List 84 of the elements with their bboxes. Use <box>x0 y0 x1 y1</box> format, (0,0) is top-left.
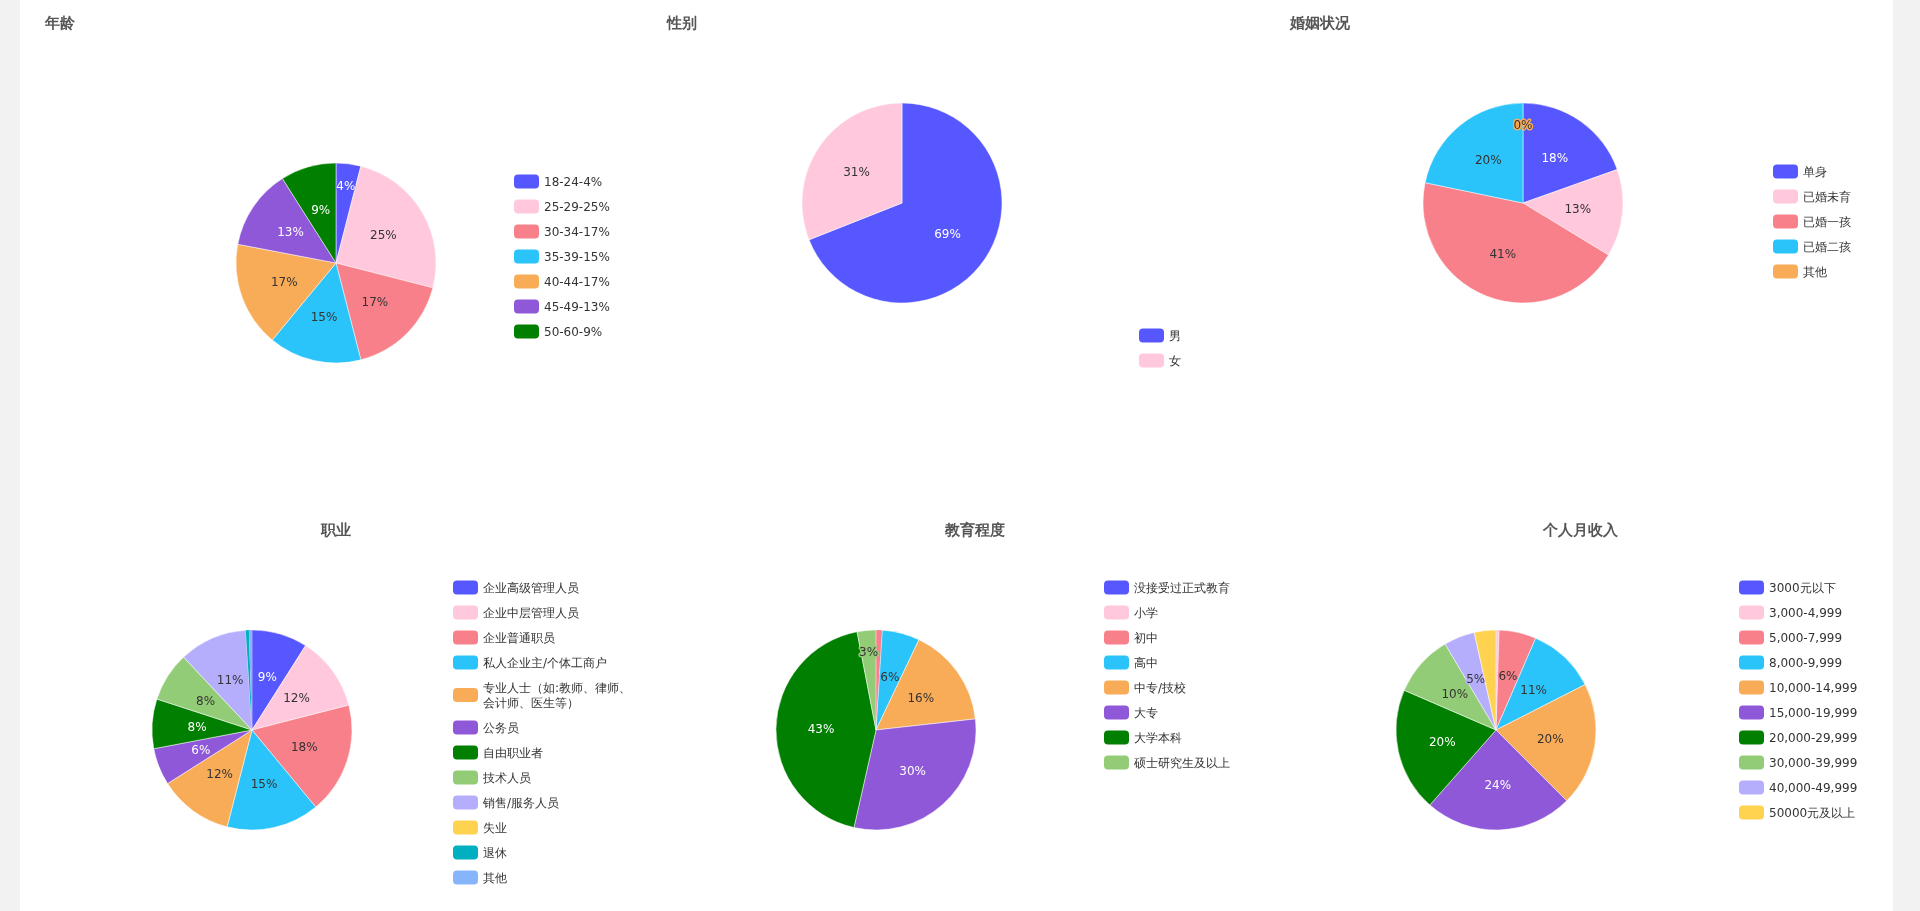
data-label: 9% <box>257 670 277 685</box>
data-label: 11% <box>216 672 244 687</box>
legend-label: 8,000-9,999 <box>1769 655 1843 670</box>
data-label: 20% <box>1428 735 1456 749</box>
text: 性别 <box>666 14 697 32</box>
text: 年龄 <box>44 14 76 32</box>
data-label: 5% <box>1466 671 1486 686</box>
data-label: 8% <box>196 693 216 708</box>
legend-label: 单身 <box>1803 164 1827 179</box>
data-label: 16% <box>907 691 935 706</box>
legend-label: 企业中层管理人员 <box>483 605 579 620</box>
legend-label: 企业高级管理人员 <box>483 580 579 595</box>
data-label: 18% <box>290 740 318 754</box>
legend-label: 没接受过正式教育 <box>1134 580 1230 595</box>
legend-label: 40,000-49,999 <box>1769 780 1858 795</box>
legend-label: 销售/服务人员 <box>482 795 560 810</box>
legend-label: 小学 <box>1134 605 1158 620</box>
data-label: 9% <box>311 203 331 218</box>
legend-label: 公务员 <box>483 720 519 735</box>
legend-label: 男 <box>1169 328 1181 343</box>
data-label: 25% <box>370 228 397 242</box>
text: 0% <box>1513 118 1533 132</box>
chart-title: 职业 <box>320 521 351 539</box>
legend-label: 50-60-9% <box>544 324 603 339</box>
data-label: 20% <box>1474 153 1502 168</box>
data-label: 6% <box>880 669 900 684</box>
data-label: 43% <box>807 722 835 737</box>
legend-label: 25-29-25% <box>544 199 610 214</box>
legend-label: 退休 <box>483 845 507 860</box>
legend-label: 高中 <box>1134 655 1158 670</box>
data-label: 8% <box>187 719 207 734</box>
data-label: 12% <box>206 767 234 782</box>
legend-label: 自由职业者 <box>483 745 543 760</box>
legend-label: 已婚未育 <box>1803 189 1851 204</box>
data-label: 6% <box>1498 669 1518 684</box>
legend-label: 已婚二孩 <box>1803 239 1851 254</box>
legend-label: 30,000-39,999 <box>1769 755 1858 770</box>
legend-label: 已婚一孩 <box>1803 214 1851 229</box>
data-label: 69% <box>934 226 961 241</box>
legend-label: 45-49-13% <box>544 299 610 314</box>
legend-label: 40-44-17% <box>544 274 610 289</box>
legend-label: 20,000-29,999 <box>1769 730 1858 745</box>
legend-label: 30-34-17% <box>544 224 610 239</box>
legend-label: 大专 <box>1134 705 1158 720</box>
data-label: 4% <box>336 178 356 193</box>
data-label: 24% <box>1484 777 1512 792</box>
legend-label: 15,000-19,999 <box>1769 705 1858 720</box>
legend-label: 18-24-4% <box>544 174 603 189</box>
data-label: 30% <box>899 763 927 778</box>
data-label: 15% <box>310 309 338 324</box>
legend-label: 3000元以下 <box>1769 580 1836 595</box>
data-label: 20% <box>1536 731 1564 746</box>
legend-label: 10,000-14,999 <box>1769 680 1858 695</box>
legend-label: 女 <box>1169 353 1181 368</box>
data-label: 6% <box>191 743 211 758</box>
data-label: 31% <box>843 165 870 180</box>
legend-label: 技术人员 <box>482 770 531 785</box>
legend-label: 初中 <box>1134 630 1158 645</box>
legend-label: 35-39-15% <box>544 249 610 264</box>
data-label: 10% <box>1441 686 1469 701</box>
data-label: 17% <box>361 294 389 309</box>
legend-label: 企业普通职员 <box>483 630 555 645</box>
legend-label: 50000元及以上 <box>1769 805 1856 820</box>
legend-label: 失业 <box>483 820 507 835</box>
data-label: 12% <box>283 690 310 705</box>
chart-title: 教育程度 <box>944 521 1005 539</box>
data-label: 17% <box>270 274 298 289</box>
data-label: 13% <box>1564 201 1592 216</box>
legend-label: 私人企业主/个体工商户 <box>483 655 608 670</box>
data-label: 11% <box>1520 682 1547 697</box>
legend-label: 5,000-7,999 <box>1769 630 1843 645</box>
legend-label: 3,000-4,999 <box>1769 605 1843 620</box>
legend-label: 其他 <box>1803 264 1827 279</box>
data-label: 18% <box>1541 151 1569 166</box>
chart-title: 个人月收入 <box>1541 521 1619 539</box>
legend-label: 硕士研究生及以上 <box>1133 755 1230 770</box>
legend-label: 其他 <box>483 870 507 885</box>
legend-label: 专业人士（如:教师、律师、会计师、医生等） <box>483 680 632 710</box>
data-label: 13% <box>277 225 304 240</box>
chart-title: 婚姻状况 <box>1289 14 1351 32</box>
data-label: 41% <box>1489 247 1517 262</box>
legend-label: 中专/技校 <box>1134 680 1187 695</box>
legend-label: 大学本科 <box>1134 730 1182 745</box>
data-label: 15% <box>250 776 278 791</box>
